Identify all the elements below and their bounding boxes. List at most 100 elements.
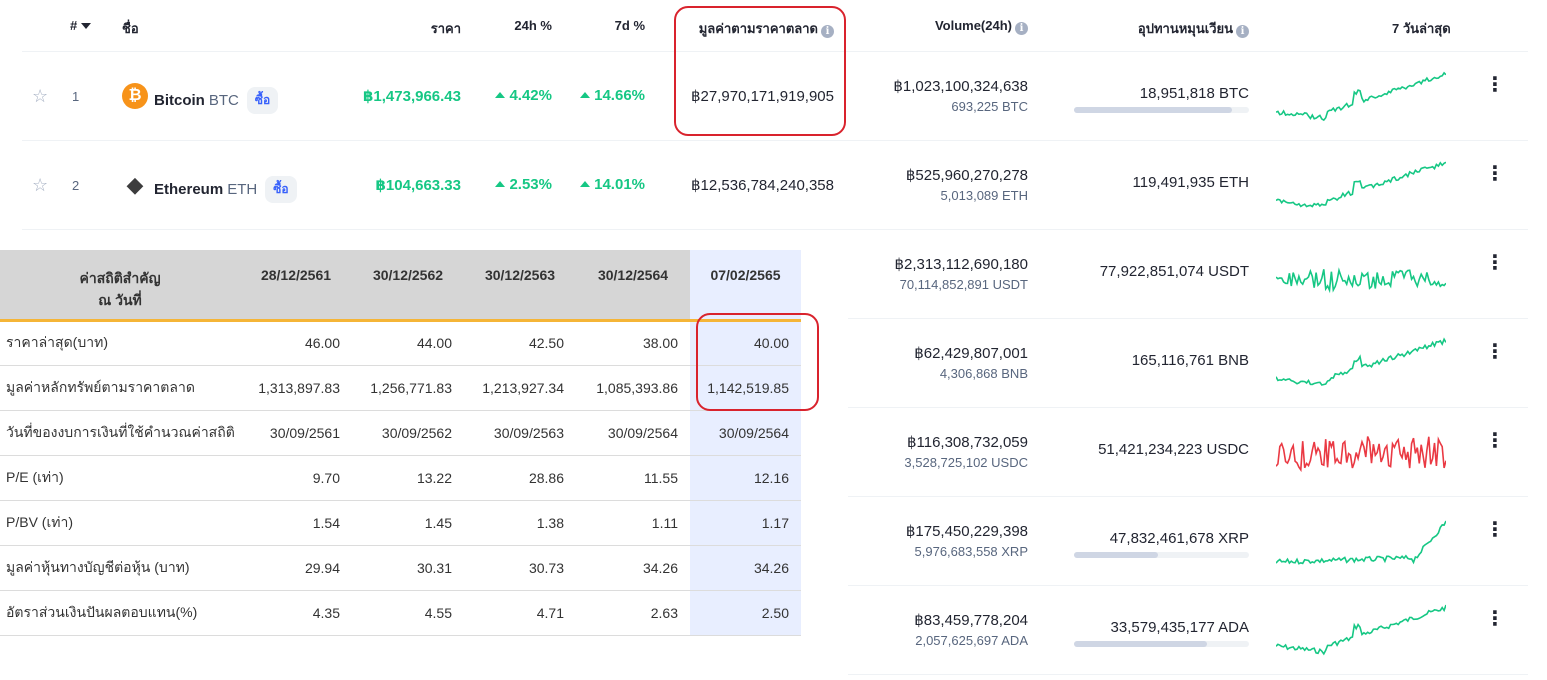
supply-header[interactable]: อุปทานหมุนเวียน i bbox=[1138, 18, 1249, 39]
stats-row: ราคาล่าสุด(บาท) 46.00 44.00 42.50 38.00 40.00 bbox=[0, 320, 801, 366]
stats-value: 1.11 bbox=[576, 500, 690, 546]
stats-row-label: มูลค่าหลักทรัพย์ตามราคาตลาด bbox=[0, 365, 240, 411]
stats-value: 1,256,771.83 bbox=[352, 365, 464, 411]
volume-coin: 5,013,089 ETH bbox=[940, 188, 1028, 203]
supply-progress-bar bbox=[1074, 552, 1249, 558]
stats-value: 30/09/2563 bbox=[464, 410, 576, 456]
buy-button[interactable]: ซื้อ bbox=[265, 176, 297, 203]
change-7d: 14.66% bbox=[580, 87, 645, 104]
sort-desc-icon bbox=[81, 23, 92, 29]
table-row[interactable]: ☆ 1 ₿ Bitcoin BTC ซื้อ ฿1,473,966.43 4.42%… bbox=[22, 52, 1528, 141]
market-cap-header[interactable]: มูลค่าตามราคาตลาด i bbox=[699, 18, 834, 39]
table-row[interactable]: ฿116,308,732,059 3,528,725,102 USDC 51,4… bbox=[22, 408, 1528, 497]
sparkline-path bbox=[1276, 161, 1446, 208]
supply-progress-fill bbox=[1074, 552, 1158, 558]
stats-value: 1.38 bbox=[464, 500, 576, 546]
supply-progress-bar bbox=[1074, 107, 1249, 113]
stats-value: 38.00 bbox=[576, 320, 690, 366]
change-24h: 4.42% bbox=[495, 87, 552, 104]
rank-header[interactable]: # bbox=[70, 18, 92, 33]
volume: ฿116,308,732,059 bbox=[906, 434, 1028, 451]
more-options-icon[interactable]: ⋮ bbox=[1485, 252, 1505, 274]
more-options-icon[interactable]: ⋮ bbox=[1485, 608, 1505, 630]
circulating-supply: 51,421,234,223 USDC bbox=[1098, 441, 1249, 458]
info-icon[interactable]: i bbox=[821, 25, 834, 38]
stats-value: 1.45 bbox=[352, 500, 464, 546]
circulating-supply: 165,116,761 BNB bbox=[1131, 352, 1249, 369]
table-row[interactable]: ☆ 2 ◆ Ethereum ETH ซื้อ ฿104,663.33 2.53% … bbox=[22, 141, 1528, 230]
stats-value: 1,213,927.34 bbox=[464, 365, 576, 411]
stats-value: 9.70 bbox=[240, 455, 352, 501]
sparkline-chart bbox=[1276, 436, 1446, 473]
circulating-supply: 33,579,435,177 ADA bbox=[1110, 619, 1249, 636]
stats-value: 34.26 bbox=[690, 545, 801, 591]
volume: ฿83,459,778,204 bbox=[914, 612, 1028, 629]
crypto-table-header: # ชื่อ ราคา 24h % 7d % มูลค่าตามราคาตลาด… bbox=[22, 0, 1528, 52]
caret-up-icon bbox=[580, 92, 591, 98]
sparkline-path bbox=[1276, 520, 1446, 565]
key-statistics-table: ค่าสถิติสำคัญณ วันที่ 28/12/2561 30/12/2… bbox=[0, 250, 801, 636]
supply-progress-fill bbox=[1074, 641, 1207, 647]
volume-coin: 4,306,868 BNB bbox=[939, 366, 1028, 381]
stats-value: 34.26 bbox=[576, 545, 690, 591]
stats-value: 44.00 bbox=[352, 320, 464, 366]
stats-row-label: มูลค่าหุ้นทางบัญชีต่อหุ้น (บาท) bbox=[0, 545, 240, 591]
stats-date-header: 30/12/2564 bbox=[576, 250, 690, 322]
info-icon[interactable]: i bbox=[1015, 22, 1028, 35]
stats-row: P/E (เท่า) 9.70 13.22 28.86 11.55 12.16 bbox=[0, 455, 801, 501]
stats-value: 4.35 bbox=[240, 590, 352, 636]
coin-name[interactable]: Bitcoin BTC ซื้อ bbox=[154, 87, 279, 114]
volume-coin: 5,976,683,558 XRP bbox=[914, 544, 1028, 559]
volume-coin: 3,528,725,102 USDC bbox=[904, 455, 1028, 470]
volume-header[interactable]: Volume(24h) i bbox=[935, 18, 1028, 35]
sparkline-chart bbox=[1276, 520, 1446, 565]
supply-progress-bar bbox=[1074, 641, 1249, 647]
price: ฿1,473,966.43 bbox=[362, 88, 461, 105]
stats-row: อัตราส่วนเงินปันผลตอบแทน(%) 4.35 4.55 4.71 2… bbox=[0, 590, 801, 636]
stats-value: 4.55 bbox=[352, 590, 464, 636]
more-options-icon[interactable]: ⋮ bbox=[1485, 430, 1505, 452]
coin-name[interactable]: Ethereum ETH ซื้อ bbox=[154, 176, 297, 203]
volume: ฿1,023,100,324,638 bbox=[893, 78, 1028, 95]
more-options-icon[interactable]: ⋮ bbox=[1485, 519, 1505, 541]
sparkline-path bbox=[1276, 436, 1446, 473]
circulating-supply: 119,491,935 ETH bbox=[1132, 174, 1249, 191]
caret-up-icon bbox=[580, 181, 591, 187]
caret-up-icon bbox=[495, 181, 506, 187]
stats-value: 2.50 bbox=[690, 590, 801, 636]
circulating-supply: 47,832,461,678 XRP bbox=[1109, 530, 1249, 547]
stats-date-header: 30/12/2563 bbox=[464, 250, 576, 322]
stats-value: 30/09/2564 bbox=[690, 410, 801, 456]
stats-value: 1,313,897.83 bbox=[240, 365, 352, 411]
sparkline-path bbox=[1276, 604, 1446, 656]
volume: ฿525,960,270,278 bbox=[905, 167, 1028, 184]
stats-value: 4.71 bbox=[464, 590, 576, 636]
stats-value: 46.00 bbox=[240, 320, 352, 366]
stats-row-label: P/BV (เท่า) bbox=[0, 500, 240, 546]
more-options-icon[interactable]: ⋮ bbox=[1485, 163, 1505, 185]
star-icon[interactable]: ☆ bbox=[32, 86, 49, 106]
stats-row-label: P/E (เท่า) bbox=[0, 455, 240, 501]
price-header[interactable]: ราคา bbox=[430, 21, 461, 36]
stats-value: 11.55 bbox=[576, 455, 690, 501]
sparkline-chart bbox=[1276, 71, 1446, 122]
stats-header-label: ค่าสถิติสำคัญณ วันที่ bbox=[0, 250, 240, 322]
market-cap: ฿12,536,784,240,358 bbox=[690, 177, 834, 194]
sparkline-chart bbox=[1276, 267, 1446, 294]
buy-button[interactable]: ซื้อ bbox=[246, 87, 279, 114]
change-7d-header[interactable]: 7d % bbox=[614, 18, 645, 33]
stats-row-label: ราคาล่าสุด(บาท) bbox=[0, 320, 240, 366]
star-icon[interactable]: ☆ bbox=[32, 175, 49, 195]
volume: ฿2,313,112,690,180 bbox=[894, 256, 1028, 273]
name-header[interactable]: ชื่อ bbox=[122, 21, 139, 36]
volume: ฿62,429,807,001 bbox=[914, 345, 1028, 362]
stats-value: 2.63 bbox=[576, 590, 690, 636]
change-24h-header[interactable]: 24h % bbox=[514, 18, 552, 33]
more-options-icon[interactable]: ⋮ bbox=[1485, 74, 1505, 96]
stats-value: 28.86 bbox=[464, 455, 576, 501]
price: ฿104,663.33 bbox=[375, 177, 461, 194]
volume-coin: 70,114,852,891 USDT bbox=[899, 277, 1028, 292]
more-options-icon[interactable]: ⋮ bbox=[1485, 341, 1505, 363]
circulating-supply: 77,922,851,074 USDT bbox=[1099, 263, 1249, 280]
info-icon[interactable]: i bbox=[1236, 25, 1249, 38]
